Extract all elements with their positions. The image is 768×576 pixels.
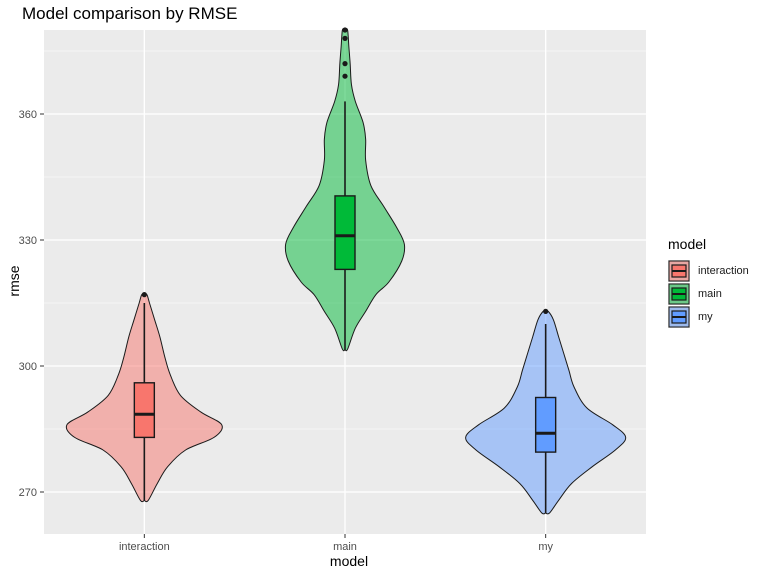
y-tick-label: 270 — [19, 487, 37, 499]
y-tick-label: 330 — [19, 235, 37, 247]
boxplots — [133, 27, 557, 513]
y-axis: 270 300 330 360 — [19, 109, 44, 499]
x-axis: interaction main my — [119, 534, 553, 553]
x-tick-label: my — [538, 541, 553, 553]
legend-swatch — [668, 306, 690, 327]
x-tick-label: interaction — [119, 541, 170, 553]
legend-swatch — [668, 283, 690, 304]
box-main — [334, 195, 356, 271]
legend-key-main — [668, 282, 690, 305]
legend-label-my: my — [698, 310, 713, 323]
box-interaction — [133, 382, 156, 439]
legend-key-my — [668, 305, 690, 328]
outlier-point — [543, 308, 549, 314]
legend-item-interaction: interaction — [668, 259, 749, 282]
legend-key-interaction — [668, 259, 690, 282]
legend-label-interaction: interaction — [698, 264, 749, 277]
y-tick-label: 300 — [19, 361, 37, 373]
legend-item-main: main — [668, 282, 749, 305]
outlier-point — [342, 27, 348, 33]
legend-title: model — [668, 236, 707, 252]
x-tick-label: main — [333, 541, 357, 553]
outlier-point — [342, 35, 348, 42]
chart-title: Model comparison by RMSE — [22, 4, 238, 23]
box-my — [534, 396, 557, 453]
outlier-point — [141, 292, 147, 298]
y-tick-label: 360 — [19, 109, 37, 121]
y-axis-label: rmse — [6, 265, 22, 297]
legend-item-my: my — [668, 305, 749, 328]
x-axis-label: model — [329, 553, 369, 569]
legend-swatch — [668, 260, 690, 281]
legend-items: interaction main my — [668, 259, 749, 328]
legend: model interaction main my — [668, 236, 749, 328]
outlier-point — [342, 73, 348, 79]
outlier-point — [342, 61, 348, 67]
legend-label-main: main — [698, 287, 722, 300]
